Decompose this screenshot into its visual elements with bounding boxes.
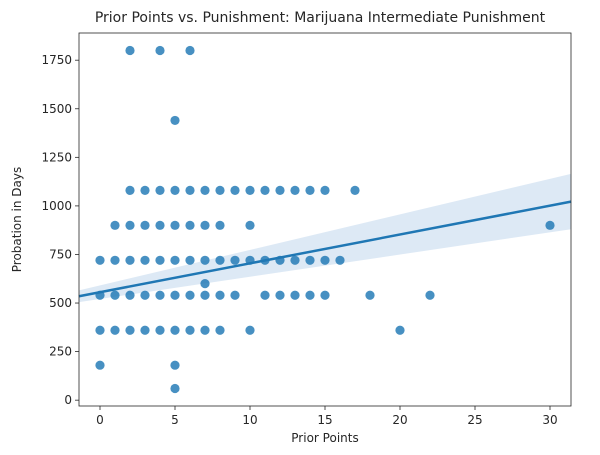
data-point [260,185,270,195]
data-point [200,220,210,230]
x-tick-label: 5 [171,413,179,427]
data-point [260,290,270,300]
data-point [155,290,165,300]
data-point [275,185,285,195]
data-point [110,255,120,265]
data-point [170,220,180,230]
data-point [140,325,150,335]
data-point [245,185,255,195]
data-point [170,115,180,126]
y-tick-label: 0 [64,393,72,407]
data-point [200,279,210,289]
confidence-band [79,173,571,303]
data-point [200,255,210,265]
x-tick-label: 25 [467,413,482,427]
data-point [110,290,120,300]
data-point [185,45,195,56]
data-point [185,290,195,300]
y-axis-label: Probation in Days [10,167,24,273]
regression-line-layer [78,200,572,298]
data-point [365,290,375,300]
data-point [290,290,300,300]
data-point [170,255,180,265]
data-point [155,220,165,230]
data-point [170,360,180,370]
data-point [125,325,135,335]
data-point [395,325,405,335]
x-tick-label: 20 [392,413,407,427]
data-point [110,325,120,335]
data-point [170,325,180,335]
data-point [185,220,195,230]
data-point [320,185,330,195]
x-tick-label: 0 [96,413,104,427]
data-point [230,255,240,265]
y-axis: 0 250 500 750 1000 1250 1500 1750 [41,53,79,407]
data-point [350,185,360,195]
data-point [545,220,555,230]
data-point [200,325,210,335]
x-tick-label: 30 [542,413,557,427]
x-tick-label: 15 [317,413,332,427]
y-tick-label: 500 [49,296,72,310]
data-point [425,290,435,300]
data-point [155,255,165,265]
data-point [140,220,150,230]
data-point [305,290,315,300]
data-point [110,220,120,230]
data-point [290,255,300,265]
data-point [245,325,255,335]
data-point [200,290,210,300]
data-point [125,290,135,300]
x-tick-label: 10 [242,413,257,427]
data-point [215,255,225,265]
data-point [155,45,165,56]
data-point [215,325,225,335]
data-point [185,255,195,265]
y-tick-label: 250 [49,345,72,359]
data-point [155,185,165,195]
data-point [170,185,180,195]
data-point [185,325,195,335]
y-tick-label: 1250 [41,150,72,164]
data-point [155,325,165,335]
data-point [215,220,225,230]
data-point [95,360,105,370]
data-point [95,255,105,265]
regression-line [78,200,572,298]
data-point [125,185,135,195]
x-axis: 0 5 10 15 20 25 30 [96,406,558,427]
data-point [125,255,135,265]
data-point [200,185,210,195]
data-point [305,185,315,195]
data-point [215,290,225,300]
data-point [125,220,135,230]
data-point [140,185,150,195]
data-point [320,255,330,265]
data-point [170,290,180,300]
data-point [95,325,105,335]
x-axis-label: Prior Points [291,431,358,445]
chart-title: Prior Points vs. Punishment: Marijuana I… [95,10,546,26]
data-point [230,185,240,195]
data-point [140,255,150,265]
confidence-band-layer [79,173,571,303]
data-point [185,185,195,195]
data-point [290,185,300,195]
data-point [335,255,345,265]
data-point [305,255,315,265]
data-point [125,45,135,56]
y-tick-label: 1000 [41,199,72,213]
data-point [245,220,255,230]
y-tick-label: 750 [49,247,72,261]
data-point [170,383,180,394]
y-tick-label: 1500 [41,102,72,116]
y-tick-label: 1750 [41,53,72,67]
data-point [230,290,240,300]
data-point [215,185,225,195]
data-point [275,290,285,300]
data-point [320,290,330,300]
data-point [140,290,150,300]
